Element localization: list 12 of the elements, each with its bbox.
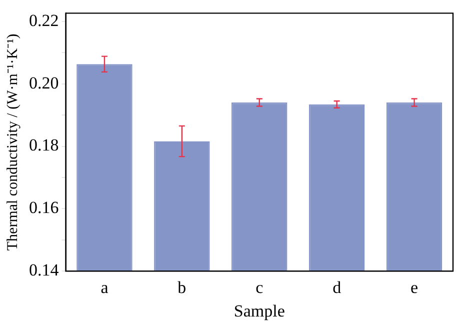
y-tick-label: 0.22 (29, 10, 59, 30)
text: 0.20 (29, 73, 59, 92)
y-axis-title: Thermal conductivity / (W·m⁻¹·K⁻¹) (4, 34, 21, 251)
x-tick-label: e (410, 278, 418, 297)
y-tick-label: 0.14 (29, 260, 60, 280)
x-tick-label: c (256, 278, 264, 297)
y-tick-label: 0.18 (29, 136, 59, 155)
x-tick-label: d (332, 278, 342, 297)
x-axis-title: Sample (234, 301, 285, 320)
y-tick-label: 0.16 (29, 198, 59, 218)
x-tick-label: b (178, 278, 186, 297)
x-tick-label: a (100, 278, 109, 297)
